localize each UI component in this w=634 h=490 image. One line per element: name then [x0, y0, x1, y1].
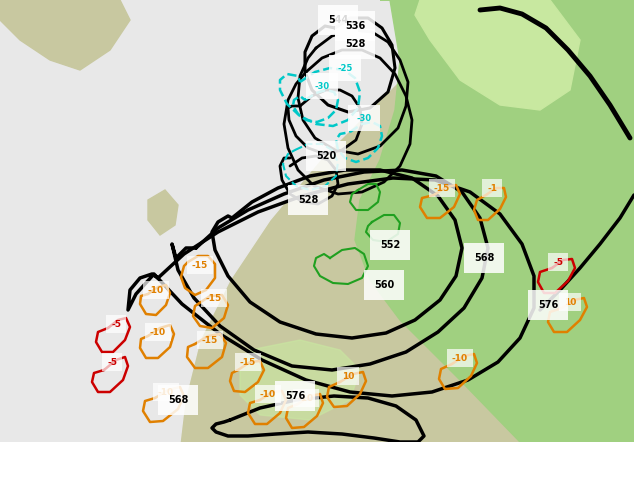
Text: -10: -10 — [158, 388, 174, 396]
Text: 520: 520 — [316, 151, 336, 161]
Text: 568: 568 — [168, 395, 188, 405]
Text: -10: -10 — [150, 327, 166, 337]
Text: © weatheronline.co.uk: © weatheronline.co.uk — [488, 475, 630, 485]
Text: -10: -10 — [148, 286, 164, 294]
Text: -5: -5 — [107, 358, 117, 367]
Text: -10: -10 — [298, 393, 314, 402]
Polygon shape — [148, 190, 178, 235]
Text: Fr 07-06-2024 00:00 UTC (06+66): Fr 07-06-2024 00:00 UTC (06+66) — [398, 451, 630, 465]
Text: -15: -15 — [202, 336, 218, 344]
Text: Height/Temp. 500 hPa [gdmp][°C] Arpege-eu: Height/Temp. 500 hPa [gdmp][°C] Arpege-e… — [4, 451, 311, 465]
Text: 544: 544 — [328, 15, 348, 25]
Text: -15: -15 — [240, 358, 256, 367]
Text: -1: -1 — [487, 183, 497, 193]
Polygon shape — [415, 0, 580, 110]
Text: 10: 10 — [564, 297, 576, 307]
Polygon shape — [0, 0, 130, 70]
Text: 560: 560 — [374, 280, 394, 290]
Text: -10: -10 — [260, 390, 276, 398]
Text: 528: 528 — [298, 195, 318, 205]
Text: -15: -15 — [192, 261, 208, 270]
Text: -30: -30 — [314, 81, 330, 91]
Text: 552: 552 — [380, 240, 400, 250]
Text: -5: -5 — [111, 319, 121, 328]
Polygon shape — [52, 25, 105, 58]
Text: -10: -10 — [452, 353, 468, 363]
Text: -25: -25 — [337, 64, 353, 73]
Polygon shape — [355, 0, 634, 442]
Text: -5: -5 — [553, 258, 563, 267]
Text: 568: 568 — [474, 253, 494, 263]
Text: 576: 576 — [538, 300, 558, 310]
Text: -15: -15 — [434, 183, 450, 193]
Text: 528: 528 — [345, 39, 365, 49]
Text: -30: -30 — [356, 114, 372, 122]
Text: 10: 10 — [342, 371, 354, 381]
Text: 576: 576 — [285, 391, 305, 401]
Text: -15: -15 — [206, 294, 222, 302]
Polygon shape — [240, 340, 360, 420]
Text: 536: 536 — [345, 21, 365, 31]
Polygon shape — [0, 0, 480, 442]
